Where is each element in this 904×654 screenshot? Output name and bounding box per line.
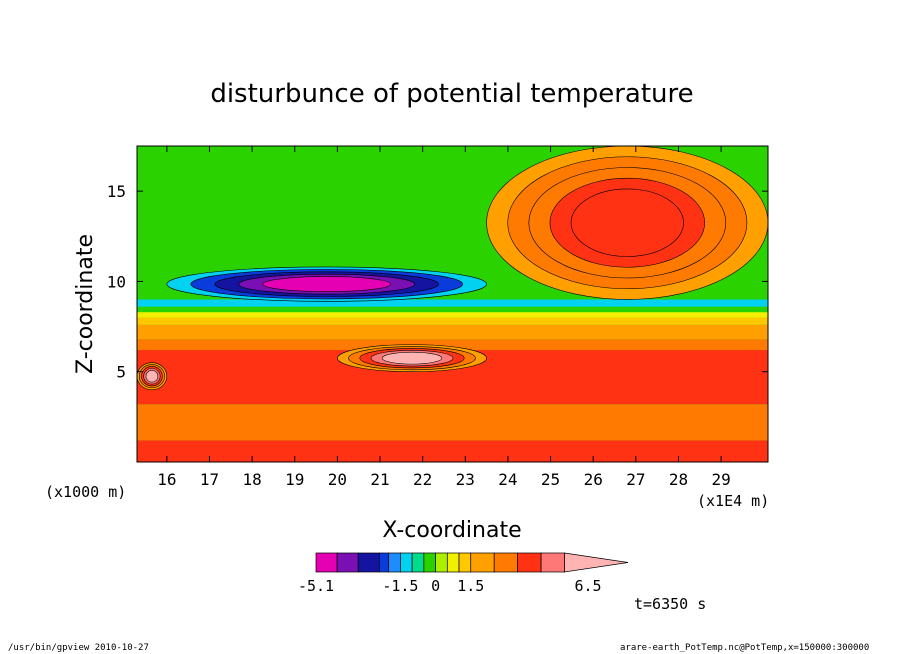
band: [137, 440, 768, 462]
contour-level: [381, 351, 443, 365]
colorbar-cell: [435, 552, 448, 573]
contour-level: [262, 276, 391, 292]
x-tick-label: 22: [413, 470, 432, 489]
colorbar-arrow: [564, 552, 629, 573]
band: [137, 317, 768, 325]
chart-title: disturbunce of potential temperature: [210, 79, 693, 109]
colorbar-cell: [517, 552, 542, 573]
x-tick-label: 25: [541, 470, 560, 489]
footer-left: /usr/bin/gpview 2010-10-27: [8, 643, 149, 653]
x-tick-label: 24: [498, 470, 517, 489]
colorbar-cell: [388, 552, 401, 573]
band: [137, 404, 768, 441]
colorbar-cell: [458, 552, 472, 573]
x-unit-right: (x1E4 m): [697, 492, 769, 510]
colorbar-cell: [493, 552, 519, 573]
colorbar-label: -1.5: [382, 577, 418, 595]
colorbar-cell: [423, 552, 436, 573]
contour-level: [145, 369, 159, 383]
colorbar-label: 0: [431, 577, 440, 595]
colorbar-label: 1.5: [457, 577, 484, 595]
band: [137, 339, 768, 351]
x-tick-label: 23: [456, 470, 475, 489]
contour-fill: [136, 145, 769, 462]
x-axis-label: X-coordinate: [382, 518, 521, 543]
y-tick-label: 15: [107, 182, 126, 201]
x-tick-label: 20: [328, 470, 347, 489]
y-tick-label: 10: [107, 272, 126, 291]
x-tick-label: 29: [711, 470, 730, 489]
band: [137, 306, 768, 313]
x-unit-left: (x1000 m): [45, 483, 126, 501]
colorbar-labels: -5.1 -1.5 0 1.5 6.5: [298, 577, 602, 595]
x-tick-label: 26: [584, 470, 603, 489]
x-tick-label: 19: [285, 470, 304, 489]
colorbar-cell: [446, 552, 460, 573]
y-tick-label: 5: [116, 363, 126, 382]
footer-right: arare-earth_PotTemp.nc@PotTemp,x=150000:…: [620, 643, 869, 653]
x-tick-label: 18: [242, 470, 261, 489]
colorbar-cell: [540, 552, 565, 573]
colorbar-label: 6.5: [574, 577, 601, 595]
x-tick-label: 16: [157, 470, 176, 489]
band: [137, 312, 768, 318]
contour-level: [570, 188, 684, 257]
band: [137, 299, 768, 307]
time-label: t=6350 s: [634, 595, 706, 613]
colorbar: [315, 552, 629, 573]
y-axis-label: Z-coordinate: [73, 234, 98, 374]
plot-frame: [136, 145, 769, 463]
y-axis: 5 10 15: [107, 182, 768, 382]
band: [137, 324, 768, 340]
colorbar-cell: [470, 552, 495, 573]
colorbar-cell: [336, 552, 359, 573]
x-tick-label: 17: [200, 470, 219, 489]
colorbar-cell: [400, 552, 413, 573]
x-tick-label: 21: [370, 470, 389, 489]
colorbar-cell: [411, 552, 425, 573]
colorbar-label: -5.1: [298, 577, 334, 595]
x-tick-label: 27: [626, 470, 645, 489]
plot-area: [136, 145, 769, 463]
colorbar-cell: [378, 552, 390, 573]
x-tick-label: 28: [669, 470, 688, 489]
colorbar-cell: [315, 552, 338, 573]
colorbar-cell: [357, 552, 380, 573]
x-axis: 16 17 18 19 20 21 22 23 24 25 26 27 28 29: [157, 146, 731, 489]
